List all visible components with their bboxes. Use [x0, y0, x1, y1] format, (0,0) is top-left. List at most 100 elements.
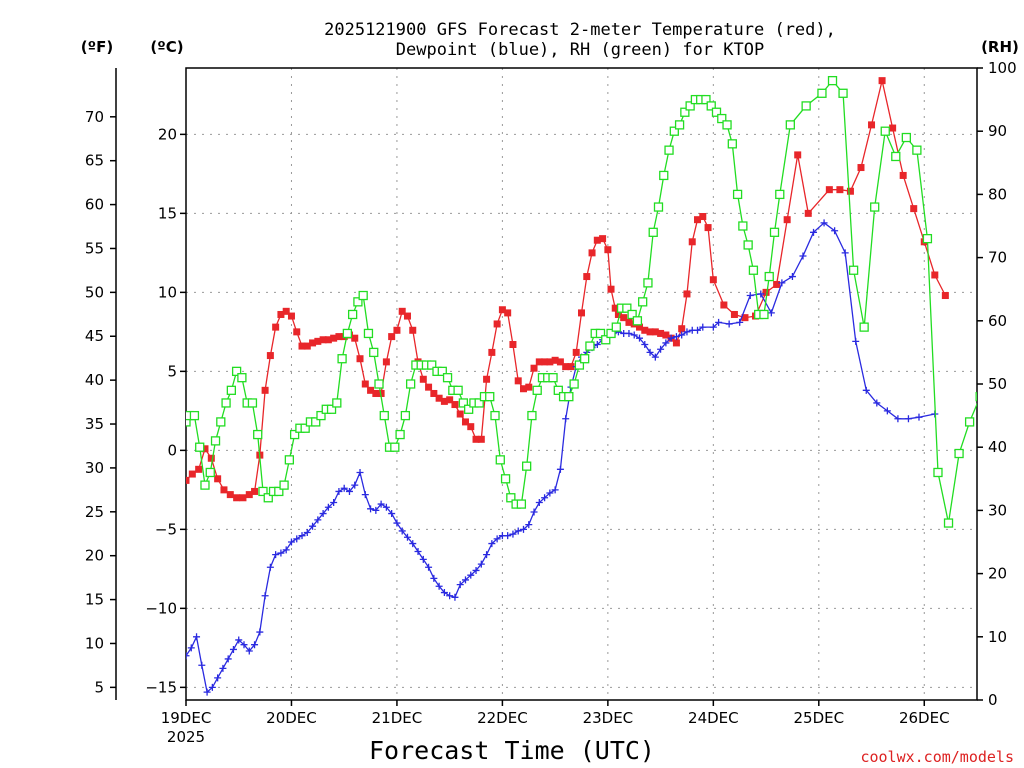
dewpoint-point	[699, 323, 707, 331]
fahrenheit-tick-label: 15	[85, 591, 104, 609]
x-tick-label: 24DEC	[688, 709, 739, 727]
temperature-point	[504, 309, 512, 317]
rh-point	[627, 309, 637, 320]
temperature-point	[361, 380, 369, 388]
rh-point	[669, 126, 679, 136]
rh-point	[532, 385, 542, 395]
temperature-point	[688, 238, 696, 246]
x-tick-label: 21DEC	[372, 709, 423, 727]
dewpoint-point	[725, 320, 733, 328]
dewpoint-point	[472, 566, 480, 574]
fahrenheit-tick-label: 25	[85, 503, 104, 521]
temperature-point	[514, 377, 522, 385]
rh-point	[717, 113, 727, 124]
dewpoint-point	[419, 555, 427, 563]
rh-point	[680, 107, 690, 117]
rh-point	[722, 120, 732, 130]
rh-point	[363, 328, 374, 339]
rh-tick-label: 50	[988, 375, 1007, 393]
dewpoint-point	[287, 538, 295, 546]
temperature-point	[636, 323, 644, 331]
dewpoint-point	[488, 540, 496, 548]
temperature-point	[910, 205, 918, 213]
rh-point	[585, 341, 595, 351]
dewpoint-point	[446, 592, 454, 600]
temperature-point	[477, 435, 485, 443]
temperature-point	[567, 363, 575, 371]
x-tick-label: 22DEC	[477, 709, 528, 727]
rh-line	[186, 79, 977, 524]
temperature-point	[303, 342, 311, 350]
dewpoint-point	[556, 465, 564, 473]
temperature-point	[588, 249, 596, 257]
temperature-point	[398, 307, 406, 315]
temperature-point	[446, 396, 454, 404]
dewpoint-point	[525, 521, 533, 529]
dewpoint-point	[435, 582, 443, 590]
x-tick-label: 25DEC	[794, 709, 845, 727]
rh-tick-label: 0	[988, 691, 998, 709]
dewpoint-point	[398, 527, 406, 535]
temperature-point	[846, 187, 854, 195]
rh-point	[706, 101, 716, 111]
dewpoint-point	[309, 522, 317, 530]
rh-point	[485, 391, 495, 402]
rh-point	[987, 355, 995, 363]
temperature-point	[409, 326, 417, 334]
temperature-point	[593, 236, 601, 244]
dewpoint-point	[240, 641, 248, 649]
rh-point	[701, 94, 711, 105]
dewpoint-point	[298, 532, 306, 540]
dewpoint-point	[519, 525, 527, 533]
dewpoint-point	[372, 506, 380, 514]
celsius-tick-label: −15	[145, 678, 177, 696]
temperature-point	[272, 323, 280, 331]
rh-tick-label: 30	[988, 501, 1007, 519]
temperature-point	[435, 394, 443, 402]
rh-point	[226, 385, 237, 395]
temperature-point	[388, 333, 396, 341]
dewpoint-point	[186, 652, 190, 660]
dewpoint-point	[451, 593, 459, 601]
rh-tick-label: 80	[988, 185, 1007, 203]
dewpoint-point	[367, 505, 375, 513]
temperature-point	[356, 355, 364, 363]
rh-point	[337, 354, 347, 364]
temperature-point	[186, 476, 190, 484]
temperature-point	[488, 348, 496, 356]
rh-point	[195, 442, 205, 452]
rh-point	[785, 120, 795, 130]
rh-point	[838, 88, 848, 98]
rh-point	[522, 461, 532, 471]
dewpoint-point	[356, 468, 364, 476]
temperature-point	[207, 454, 215, 462]
dewpoint-point	[266, 563, 274, 571]
rh-point	[342, 328, 353, 339]
fahrenheit-tick-label: 40	[85, 371, 104, 389]
rh-point	[743, 240, 753, 250]
temperature-point	[572, 348, 580, 356]
dewpoint-point	[504, 532, 512, 540]
dewpoint-point	[272, 551, 280, 559]
rh-tick-label: 10	[988, 628, 1007, 646]
temperature-point	[625, 318, 633, 326]
x-tick-label: 20DEC	[266, 709, 317, 727]
rh-point	[205, 467, 215, 478]
temperature-point	[773, 280, 781, 288]
rh-point	[727, 139, 737, 149]
dewpoint-point	[767, 309, 775, 317]
temperature-point	[899, 171, 907, 179]
celsius-tick-label: 5	[167, 362, 177, 380]
rh-point	[659, 170, 669, 181]
chart-title-line1: 2025121900 GFS Forecast 2-meter Temperat…	[324, 20, 836, 40]
dewpoint-point	[440, 589, 448, 597]
dewpoint-point	[203, 688, 211, 696]
dewpoint-point	[852, 337, 860, 345]
rh-point	[506, 493, 516, 503]
dewpoint-point	[340, 484, 348, 492]
rh-point	[395, 429, 405, 440]
temperature-point	[868, 121, 876, 129]
rh-point	[912, 145, 922, 155]
temperature-point	[857, 164, 865, 172]
